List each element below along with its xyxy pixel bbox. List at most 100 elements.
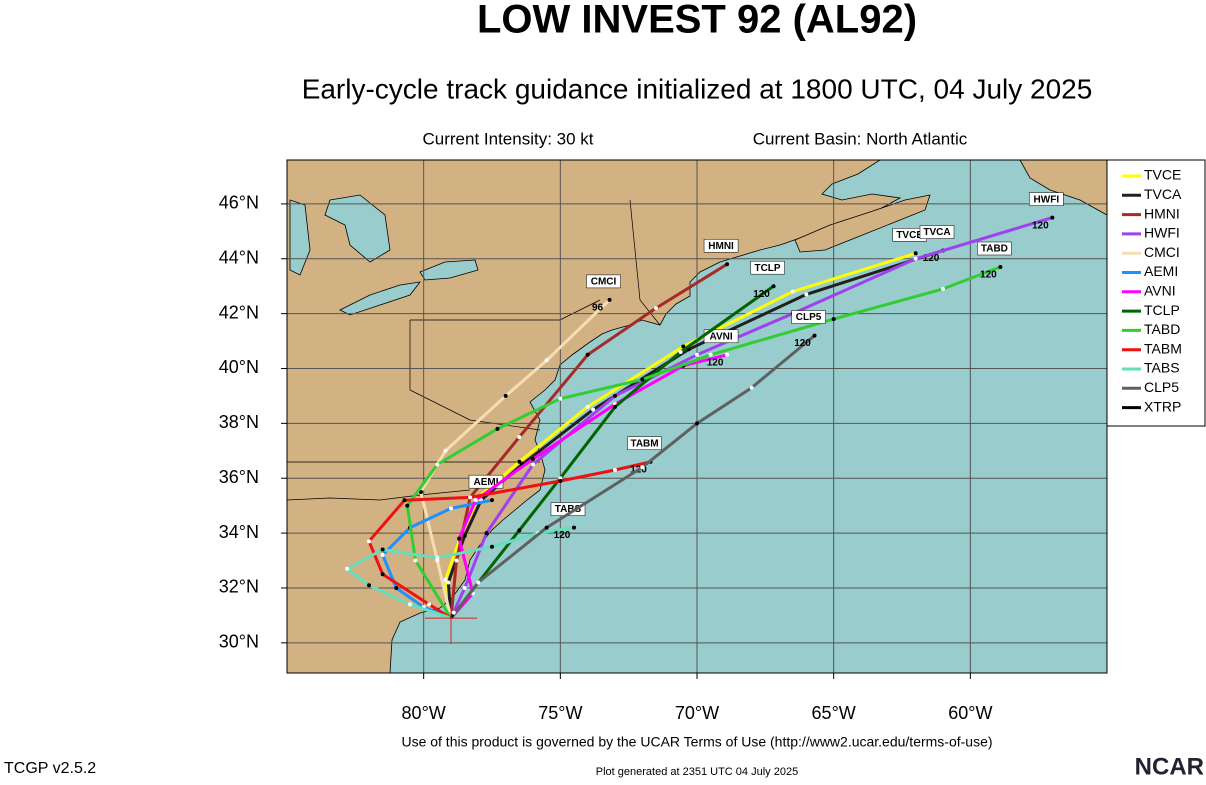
track-label-box bbox=[750, 260, 785, 275]
track-point bbox=[572, 525, 576, 530]
track-point bbox=[725, 262, 730, 267]
track-label-box bbox=[586, 274, 621, 289]
track-point bbox=[544, 525, 549, 530]
legend-label: TVCA bbox=[1144, 186, 1182, 202]
track-label: HMNI bbox=[708, 241, 734, 252]
y-tick-label: 32°N bbox=[219, 577, 259, 597]
track-label: AEMI bbox=[474, 477, 499, 488]
track-label: CLP5 bbox=[796, 312, 822, 323]
track-point bbox=[418, 489, 423, 494]
track-point bbox=[446, 580, 451, 585]
track-point bbox=[413, 558, 418, 563]
track-point bbox=[913, 251, 918, 256]
track-point bbox=[558, 476, 563, 481]
track-point bbox=[380, 553, 385, 558]
track-point bbox=[591, 407, 596, 412]
newfoundland bbox=[1019, 160, 1107, 216]
legend-label: TVCE bbox=[1144, 167, 1181, 183]
track-point bbox=[640, 465, 645, 470]
track-point bbox=[435, 558, 440, 563]
legend-label: AEMI bbox=[1144, 263, 1178, 279]
track-point bbox=[451, 610, 456, 615]
generated: Plot generated at 2351 UTC 04 July 2025 bbox=[596, 766, 798, 778]
state-border bbox=[629, 199, 661, 326]
x-tick-label: 80°W bbox=[402, 703, 446, 723]
track-point bbox=[913, 256, 918, 261]
track-point bbox=[449, 506, 453, 511]
track-point bbox=[468, 495, 473, 500]
track-point bbox=[998, 264, 1003, 269]
version: TCGP v2.5.2 bbox=[4, 760, 96, 777]
track-point bbox=[771, 284, 776, 289]
track-point bbox=[394, 585, 399, 590]
subtitle: Early-cycle track guidance initialized a… bbox=[302, 73, 1093, 104]
track-point bbox=[367, 539, 371, 544]
track-point bbox=[585, 404, 590, 409]
track-label-box bbox=[627, 436, 662, 451]
hour-label: 120 bbox=[794, 338, 811, 349]
hour-label: 96 bbox=[592, 303, 604, 314]
track-point bbox=[531, 457, 535, 462]
track-point bbox=[613, 404, 617, 409]
track-point bbox=[790, 289, 795, 294]
legend-label: TCLP bbox=[1144, 302, 1180, 318]
logo: NCAR bbox=[1135, 753, 1204, 780]
nova-scotia bbox=[794, 194, 931, 253]
y-tick-label: 40°N bbox=[219, 357, 259, 377]
track-label: TABD bbox=[981, 244, 1008, 255]
track-point bbox=[435, 462, 440, 467]
track-point bbox=[454, 558, 459, 563]
track-label-box bbox=[791, 310, 826, 324]
legend-label: CLP5 bbox=[1144, 379, 1179, 395]
track-point bbox=[613, 393, 617, 398]
track-point bbox=[654, 306, 658, 311]
track-point bbox=[462, 585, 467, 590]
track-label: CMCI bbox=[591, 277, 617, 288]
track-point bbox=[402, 498, 407, 503]
track-point bbox=[640, 377, 645, 382]
track-label: AVNI bbox=[709, 331, 732, 342]
track-point bbox=[941, 286, 945, 291]
track-point bbox=[831, 317, 836, 322]
y-tick-label: 36°N bbox=[219, 467, 259, 487]
track-label: TCLP bbox=[754, 263, 780, 274]
legend-label: TABM bbox=[1144, 340, 1182, 356]
track-point bbox=[484, 531, 489, 536]
track-point bbox=[812, 333, 817, 338]
track-label: TVCA bbox=[923, 227, 950, 238]
track-point bbox=[708, 352, 713, 357]
track-point bbox=[443, 577, 448, 582]
hour-label: 120 bbox=[753, 289, 770, 300]
x-tick-label: 70°W bbox=[675, 703, 719, 723]
track-point bbox=[473, 498, 478, 503]
x-tick-label: 60°W bbox=[948, 703, 992, 723]
lake-ontario bbox=[419, 259, 479, 281]
track-point bbox=[558, 396, 563, 401]
state-border bbox=[287, 489, 471, 501]
track-label-box bbox=[1029, 192, 1064, 206]
track-point bbox=[503, 393, 508, 398]
track-point bbox=[544, 358, 549, 363]
hour-label: 120 bbox=[923, 253, 940, 264]
terms: Use of this product is governed by the U… bbox=[401, 734, 992, 750]
track-label-box bbox=[919, 225, 955, 239]
track-point bbox=[804, 292, 809, 297]
legend-label: XTRP bbox=[1144, 398, 1181, 414]
track-point bbox=[695, 421, 699, 426]
x-tick-label: 65°W bbox=[812, 703, 856, 723]
hour-label: 120 bbox=[980, 270, 997, 281]
track-point bbox=[490, 498, 494, 503]
legend-label: HMNI bbox=[1144, 205, 1180, 221]
track-point bbox=[367, 583, 371, 588]
track-point bbox=[517, 435, 522, 440]
legend-label: HWFI bbox=[1144, 225, 1180, 241]
track-point bbox=[443, 448, 448, 453]
track-point bbox=[380, 572, 385, 577]
title: LOW INVEST 92 (AL92) bbox=[477, 0, 917, 42]
track-point bbox=[613, 467, 617, 472]
track-label-box bbox=[703, 238, 739, 253]
track-point bbox=[405, 503, 410, 508]
track-label: TABM bbox=[630, 438, 658, 449]
